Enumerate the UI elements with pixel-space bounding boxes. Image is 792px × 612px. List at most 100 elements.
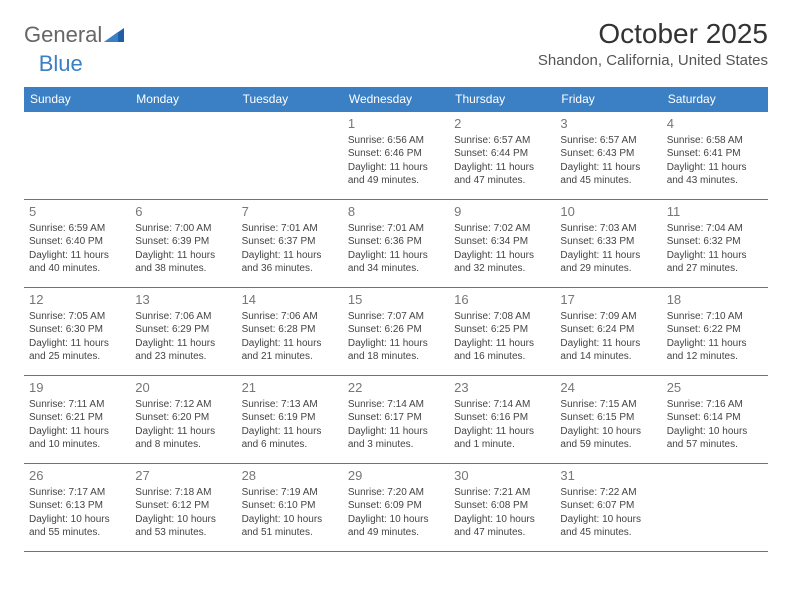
calendar-day-cell: 12Sunrise: 7:05 AMSunset: 6:30 PMDayligh… bbox=[24, 288, 130, 376]
calendar-day-cell: 15Sunrise: 7:07 AMSunset: 6:26 PMDayligh… bbox=[343, 288, 449, 376]
daylight-text: and 10 minutes. bbox=[29, 438, 125, 452]
calendar-day-cell: 26Sunrise: 7:17 AMSunset: 6:13 PMDayligh… bbox=[24, 464, 130, 552]
daylight-text: Daylight: 11 hours bbox=[348, 425, 444, 439]
daylight-text: and 32 minutes. bbox=[454, 262, 550, 276]
sunset-text: Sunset: 6:24 PM bbox=[560, 323, 656, 337]
sunset-text: Sunset: 6:40 PM bbox=[29, 235, 125, 249]
day-number: 11 bbox=[667, 203, 763, 221]
sunset-text: Sunset: 6:29 PM bbox=[135, 323, 231, 337]
calendar-day-cell: 28Sunrise: 7:19 AMSunset: 6:10 PMDayligh… bbox=[237, 464, 343, 552]
calendar-day-cell: 1Sunrise: 6:56 AMSunset: 6:46 PMDaylight… bbox=[343, 112, 449, 200]
day-number: 27 bbox=[135, 467, 231, 485]
sunrise-text: Sunrise: 7:14 AM bbox=[454, 398, 550, 412]
day-number: 7 bbox=[242, 203, 338, 221]
triangle-icon bbox=[104, 22, 124, 48]
day-number: 23 bbox=[454, 379, 550, 397]
weekday-header: Wednesday bbox=[343, 87, 449, 112]
daylight-text: Daylight: 10 hours bbox=[348, 513, 444, 527]
daylight-text: and 25 minutes. bbox=[29, 350, 125, 364]
sunrise-text: Sunrise: 7:17 AM bbox=[29, 486, 125, 500]
sunset-text: Sunset: 6:34 PM bbox=[454, 235, 550, 249]
calendar-day-cell: 3Sunrise: 6:57 AMSunset: 6:43 PMDaylight… bbox=[555, 112, 661, 200]
sunrise-text: Sunrise: 7:06 AM bbox=[135, 310, 231, 324]
location-label: Shandon, California, United States bbox=[538, 52, 768, 69]
calendar-empty-cell bbox=[237, 112, 343, 200]
sunrise-text: Sunrise: 7:05 AM bbox=[29, 310, 125, 324]
sunrise-text: Sunrise: 7:21 AM bbox=[454, 486, 550, 500]
calendar-day-cell: 20Sunrise: 7:12 AMSunset: 6:20 PMDayligh… bbox=[130, 376, 236, 464]
daylight-text: and 14 minutes. bbox=[560, 350, 656, 364]
calendar-day-cell: 8Sunrise: 7:01 AMSunset: 6:36 PMDaylight… bbox=[343, 200, 449, 288]
sunrise-text: Sunrise: 7:10 AM bbox=[667, 310, 763, 324]
sunset-text: Sunset: 6:25 PM bbox=[454, 323, 550, 337]
day-number: 28 bbox=[242, 467, 338, 485]
sunset-text: Sunset: 6:07 PM bbox=[560, 499, 656, 513]
day-number: 26 bbox=[29, 467, 125, 485]
daylight-text: and 1 minute. bbox=[454, 438, 550, 452]
sunrise-text: Sunrise: 7:16 AM bbox=[667, 398, 763, 412]
sunset-text: Sunset: 6:20 PM bbox=[135, 411, 231, 425]
calendar-day-cell: 7Sunrise: 7:01 AMSunset: 6:37 PMDaylight… bbox=[237, 200, 343, 288]
sunset-text: Sunset: 6:09 PM bbox=[348, 499, 444, 513]
daylight-text: and 45 minutes. bbox=[560, 526, 656, 540]
daylight-text: and 49 minutes. bbox=[348, 526, 444, 540]
daylight-text: and 23 minutes. bbox=[135, 350, 231, 364]
sunset-text: Sunset: 6:28 PM bbox=[242, 323, 338, 337]
sunrise-text: Sunrise: 7:07 AM bbox=[348, 310, 444, 324]
sunset-text: Sunset: 6:44 PM bbox=[454, 147, 550, 161]
day-number: 22 bbox=[348, 379, 444, 397]
daylight-text: Daylight: 10 hours bbox=[454, 513, 550, 527]
calendar-day-cell: 24Sunrise: 7:15 AMSunset: 6:15 PMDayligh… bbox=[555, 376, 661, 464]
calendar-day-cell: 13Sunrise: 7:06 AMSunset: 6:29 PMDayligh… bbox=[130, 288, 236, 376]
daylight-text: Daylight: 11 hours bbox=[348, 249, 444, 263]
daylight-text: Daylight: 11 hours bbox=[135, 337, 231, 351]
calendar-day-cell: 17Sunrise: 7:09 AMSunset: 6:24 PMDayligh… bbox=[555, 288, 661, 376]
sunrise-text: Sunrise: 7:18 AM bbox=[135, 486, 231, 500]
sunrise-text: Sunrise: 7:14 AM bbox=[348, 398, 444, 412]
sunset-text: Sunset: 6:21 PM bbox=[29, 411, 125, 425]
sunrise-text: Sunrise: 7:13 AM bbox=[242, 398, 338, 412]
sunset-text: Sunset: 6:08 PM bbox=[454, 499, 550, 513]
sunrise-text: Sunrise: 7:04 AM bbox=[667, 222, 763, 236]
sunset-text: Sunset: 6:14 PM bbox=[667, 411, 763, 425]
sunset-text: Sunset: 6:33 PM bbox=[560, 235, 656, 249]
daylight-text: and 43 minutes. bbox=[667, 174, 763, 188]
sunrise-text: Sunrise: 7:12 AM bbox=[135, 398, 231, 412]
daylight-text: and 47 minutes. bbox=[454, 526, 550, 540]
sunset-text: Sunset: 6:41 PM bbox=[667, 147, 763, 161]
weekday-header: Sunday bbox=[24, 87, 130, 112]
sunrise-text: Sunrise: 7:19 AM bbox=[242, 486, 338, 500]
daylight-text: Daylight: 10 hours bbox=[242, 513, 338, 527]
daylight-text: and 45 minutes. bbox=[560, 174, 656, 188]
calendar-header-row: SundayMondayTuesdayWednesdayThursdayFrid… bbox=[24, 87, 768, 112]
daylight-text: Daylight: 11 hours bbox=[454, 161, 550, 175]
day-number: 6 bbox=[135, 203, 231, 221]
sunrise-text: Sunrise: 6:57 AM bbox=[454, 134, 550, 148]
day-number: 9 bbox=[454, 203, 550, 221]
calendar-day-cell: 11Sunrise: 7:04 AMSunset: 6:32 PMDayligh… bbox=[662, 200, 768, 288]
weekday-header: Tuesday bbox=[237, 87, 343, 112]
day-number: 25 bbox=[667, 379, 763, 397]
daylight-text: Daylight: 10 hours bbox=[135, 513, 231, 527]
daylight-text: Daylight: 11 hours bbox=[667, 161, 763, 175]
day-number: 20 bbox=[135, 379, 231, 397]
weekday-header: Monday bbox=[130, 87, 236, 112]
daylight-text: and 6 minutes. bbox=[242, 438, 338, 452]
calendar-day-cell: 6Sunrise: 7:00 AMSunset: 6:39 PMDaylight… bbox=[130, 200, 236, 288]
day-number: 8 bbox=[348, 203, 444, 221]
calendar-day-cell: 30Sunrise: 7:21 AMSunset: 6:08 PMDayligh… bbox=[449, 464, 555, 552]
day-number: 5 bbox=[29, 203, 125, 221]
sunrise-text: Sunrise: 7:11 AM bbox=[29, 398, 125, 412]
daylight-text: Daylight: 11 hours bbox=[560, 337, 656, 351]
daylight-text: Daylight: 11 hours bbox=[242, 249, 338, 263]
sunset-text: Sunset: 6:17 PM bbox=[348, 411, 444, 425]
daylight-text: and 29 minutes. bbox=[560, 262, 656, 276]
day-number: 24 bbox=[560, 379, 656, 397]
daylight-text: and 16 minutes. bbox=[454, 350, 550, 364]
daylight-text: Daylight: 11 hours bbox=[242, 425, 338, 439]
calendar-day-cell: 2Sunrise: 6:57 AMSunset: 6:44 PMDaylight… bbox=[449, 112, 555, 200]
sunset-text: Sunset: 6:36 PM bbox=[348, 235, 444, 249]
sunset-text: Sunset: 6:19 PM bbox=[242, 411, 338, 425]
day-number: 15 bbox=[348, 291, 444, 309]
daylight-text: and 47 minutes. bbox=[454, 174, 550, 188]
